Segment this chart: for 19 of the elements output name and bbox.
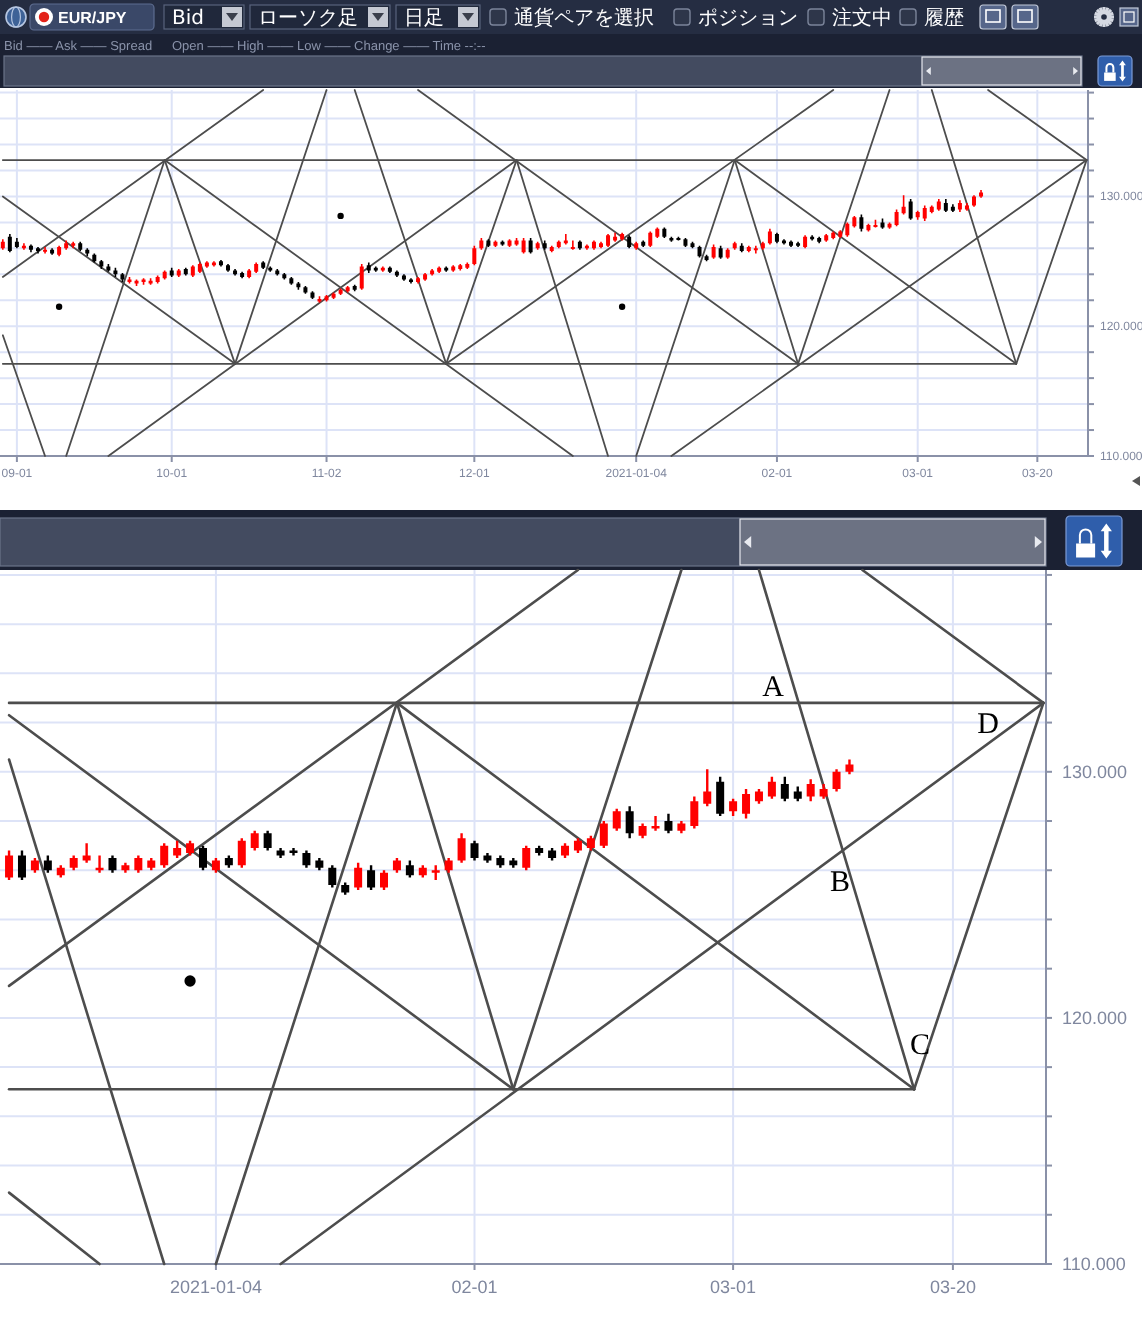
- text: 注文中: [832, 6, 892, 31]
- annotation: B: [829, 866, 851, 899]
- y-tick-label: 110.000: [1062, 1253, 1126, 1274]
- text: Bid: [172, 8, 204, 31]
- chart-title: EUR/JPY: [58, 8, 128, 27]
- annotation: C: [909, 1029, 931, 1062]
- x-tick-label: 02-01: [451, 1276, 498, 1297]
- y-tick-label: 120.000: [1062, 1007, 1128, 1028]
- x-tick-label: 03-01: [710, 1276, 757, 1297]
- x-tick-label: 03-20: [929, 1276, 976, 1297]
- text: ローソク足: [258, 8, 358, 31]
- annotation: D: [977, 708, 1000, 741]
- y-tick-label: 130.000: [1062, 761, 1128, 782]
- text: ポジション: [698, 8, 798, 31]
- text: 履歴: [924, 8, 964, 31]
- annotation: A: [762, 671, 785, 704]
- text: 日足: [404, 8, 444, 31]
- text: 通貨ペアを選択: [514, 6, 654, 31]
- x-tick-label: 2021-01-04: [169, 1276, 262, 1297]
